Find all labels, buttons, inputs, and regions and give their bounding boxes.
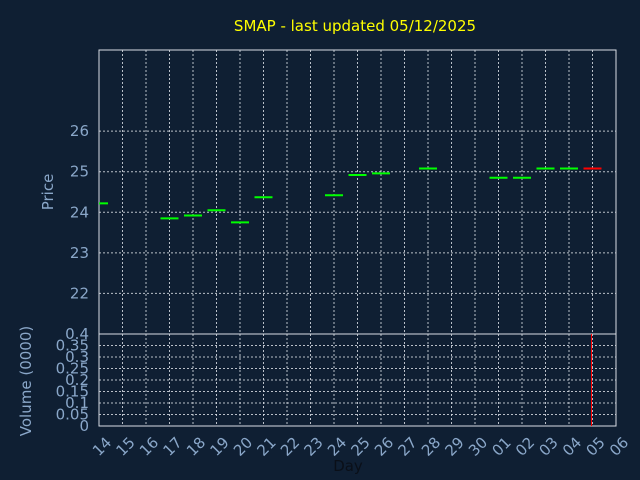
x-tick-label: 30 [465,434,491,460]
x-tick-label: 17 [160,434,186,460]
volume-tick-label: 0.15 [56,383,89,401]
x-tick-label: 01 [489,434,515,460]
volume-axis-label: Volume (0000) [17,326,35,436]
volume-tick-label: 0.35 [56,337,89,355]
volume-tick-label: 0.1 [65,394,89,412]
x-tick-label: 15 [113,434,139,460]
x-tick-label: 28 [418,434,444,460]
x-tick-label: 21 [254,434,280,460]
x-tick-label: 03 [536,434,562,460]
x-tick-label: 29 [442,434,468,460]
price-tick-label: 22 [70,284,89,302]
x-axis-label: Day [333,457,363,475]
x-tick-label: 04 [559,434,585,460]
price-tick-label: 24 [70,203,89,221]
price-marks [99,167,602,224]
volume-grid [98,333,617,427]
price-axis-label: Price [39,174,57,211]
x-tick-label: 24 [324,434,350,460]
x-tick-label: 23 [301,434,327,460]
x-tick-label: 19 [207,434,233,460]
volume-frame [98,333,617,427]
chart-title: SMAP - last updated 05/12/2025 [234,17,476,35]
x-tick-label: 20 [230,434,256,460]
x-tick-label: 14 [89,434,115,460]
price-y-ticks: 22 23 24 25 26 [70,122,89,302]
price-tick-label: 23 [70,244,89,262]
volume-tick-label: 0.4 [65,325,89,343]
volume-panel: 00.050.10.150.20.250.30.350.4 Volume (00… [17,325,617,436]
x-tick-label: 05 [583,434,609,460]
x-tick-label: 16 [136,434,162,460]
x-tick-label: 22 [277,434,303,460]
price-tick-label: 26 [70,122,89,140]
price-grid [98,50,617,334]
x-tick-label: 06 [606,434,632,460]
x-tick-label: 02 [512,434,538,460]
x-tick-label: 25 [348,434,374,460]
price-panel: 22 23 24 25 26 Price [39,49,617,335]
volume-tick-label: 0.2 [65,371,89,389]
x-tick-label: 18 [183,434,209,460]
volume-y-ticks: 00.050.10.150.20.250.30.350.4 [56,325,89,435]
volume-tick-label: 0.05 [56,406,89,424]
x-tick-label: 27 [395,434,421,460]
x-ticks: 1415161718192021222324252627282930010203… [89,434,632,460]
price-tick-label: 25 [70,163,89,181]
x-tick-label: 26 [371,434,397,460]
volume-tick-label: 0.25 [56,360,89,378]
volume-tick-label: 0.3 [65,348,89,366]
volume-tick-label: 0 [79,417,89,435]
